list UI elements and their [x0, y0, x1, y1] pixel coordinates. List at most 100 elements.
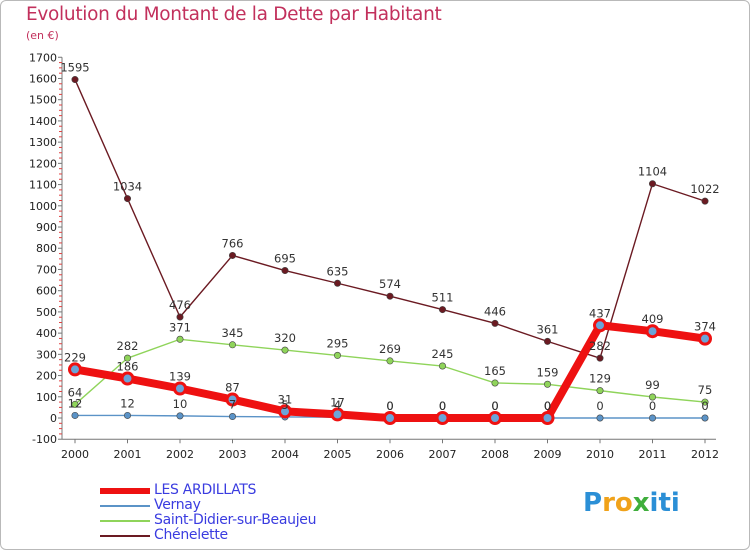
chart-title: Evolution du Montant de la Dette par Hab… [26, 4, 442, 25]
data-point-vernay [596, 414, 604, 422]
data-point-saint-didier-sur-beaujeu [648, 393, 656, 401]
data-point-les-ardillats [488, 411, 502, 425]
data-label-saint-didier-sur-beaujeu: 129 [589, 372, 611, 386]
x-tick-label: 2012 [691, 448, 719, 461]
legend-label-chenelette: Chénelette [154, 527, 228, 543]
y-tick-label: 1500 [29, 94, 57, 107]
data-point-ch-nelette [333, 279, 341, 287]
data-point-ch-nelette [71, 76, 79, 84]
data-label-ch-nelette: 695 [274, 252, 296, 266]
x-tick-label: 2007 [429, 448, 457, 461]
data-point-saint-didier-sur-beaujeu [491, 379, 499, 387]
logo-letter: P [583, 488, 603, 518]
data-label-saint-didier-sur-beaujeu: 64 [68, 385, 83, 399]
y-tick-label: 600 [36, 285, 57, 298]
data-label-vernay: 4 [334, 398, 341, 412]
y-tick-label: 0 [50, 412, 57, 425]
data-point-les-ardillats [645, 324, 660, 339]
data-label-saint-didier-sur-beaujeu: 159 [537, 365, 559, 379]
data-label-ch-nelette: 635 [327, 264, 349, 278]
data-label-les-ardillats: 0 [386, 399, 393, 413]
data-label-vernay: 12 [120, 396, 135, 410]
data-point-saint-didier-sur-beaujeu [701, 398, 709, 406]
data-point-les-ardillats [435, 411, 450, 425]
data-label-saint-didier-sur-beaujeu: 245 [432, 347, 454, 361]
data-label-vernay: 7 [229, 398, 236, 412]
data-point-vernay [229, 413, 237, 421]
data-point-saint-didier-sur-beaujeu [281, 346, 289, 354]
data-point-vernay [71, 411, 79, 419]
y-tick-label: 300 [36, 348, 57, 361]
data-point-ch-nelette [438, 306, 446, 314]
x-tick-label: 2009 [534, 448, 562, 461]
data-point-saint-didier-sur-beaujeu [124, 354, 132, 362]
data-label-saint-didier-sur-beaujeu: 295 [327, 336, 349, 350]
data-point-les-ardillats [68, 362, 82, 377]
legend-label-vernay: Vernay [154, 497, 201, 513]
series-layer [68, 76, 712, 425]
data-point-vernay [124, 411, 132, 419]
logo-letter: x [632, 488, 650, 518]
y-tick-label: 1400 [29, 115, 57, 128]
data-label-saint-didier-sur-beaujeu: 269 [379, 342, 401, 356]
y-tick-label: -100 [32, 433, 57, 446]
data-point-les-ardillats [225, 392, 240, 407]
data-label-les-ardillats: 0 [439, 399, 446, 413]
data-label-ch-nelette: 1595 [60, 61, 89, 75]
x-tick-label: 2001 [114, 448, 142, 461]
data-label-les-ardillats: 229 [64, 350, 86, 364]
logo-letter: i [670, 488, 680, 518]
logo-letter: t [658, 488, 671, 518]
data-label-vernay: 0 [596, 399, 603, 413]
data-label-les-ardillats: 139 [169, 370, 191, 384]
y-tick-label: 1100 [29, 179, 57, 192]
data-point-les-ardillats [593, 318, 607, 333]
y-tick-label: 100 [36, 391, 57, 404]
data-point-vernay [701, 414, 709, 422]
data-label-les-ardillats: 31 [278, 392, 293, 406]
data-point-ch-nelette [543, 337, 551, 345]
data-point-les-ardillats [698, 331, 712, 346]
y-tick-label: 200 [36, 370, 57, 383]
data-label-vernay: 0 [544, 399, 551, 413]
x-tick-label: 2000 [61, 448, 89, 461]
y-tick-label: 1600 [29, 72, 57, 85]
x-tick-label: 2011 [639, 448, 667, 461]
y-tick-label: 1200 [29, 157, 57, 170]
data-label-les-ardillats: 186 [117, 360, 139, 374]
data-point-saint-didier-sur-beaujeu [176, 335, 184, 343]
data-label-les-ardillats: 437 [589, 306, 611, 320]
logo-letter: r [602, 488, 615, 518]
logo-letter: o [614, 488, 633, 518]
data-label-les-ardillats: 374 [694, 320, 716, 334]
y-tick-label: 800 [36, 242, 57, 255]
x-tick-label: 2005 [324, 448, 352, 461]
data-label-vernay: 12 [68, 396, 83, 410]
data-point-saint-didier-sur-beaujeu [386, 357, 394, 365]
y-tick-label: 1000 [29, 200, 57, 213]
data-label-ch-nelette: 574 [379, 277, 401, 291]
data-label-vernay: 0 [649, 399, 656, 413]
data-label-ch-nelette: 1034 [113, 180, 142, 194]
data-label-vernay: 0 [701, 399, 708, 413]
data-label-vernay: 10 [173, 397, 188, 411]
legend-swatch-chenelette [100, 535, 150, 537]
data-label-ch-nelette: 1022 [690, 182, 719, 196]
y-tick-label: 1700 [29, 51, 57, 64]
data-label-ch-nelette: 511 [432, 291, 454, 305]
data-point-ch-nelette [281, 267, 289, 275]
data-point-les-ardillats [330, 407, 345, 422]
data-label-les-ardillats: 409 [642, 312, 664, 326]
data-label-saint-didier-sur-beaujeu: 282 [117, 339, 139, 353]
legend-swatch-saint-didier [100, 520, 150, 522]
data-point-les-ardillats [540, 411, 555, 425]
data-point-ch-nelette [386, 292, 394, 300]
data-labels: 1595103447676669563557451144636128211041… [60, 61, 719, 413]
data-point-saint-didier-sur-beaujeu [596, 387, 604, 395]
data-label-ch-nelette: 446 [484, 304, 506, 318]
y-tick-label: 900 [36, 221, 57, 234]
x-tick-label: 2002 [166, 448, 194, 461]
legend-swatch-vernay [100, 505, 150, 507]
legend-label-les-ardillats: LES ARDILLATS [154, 482, 257, 498]
data-label-vernay: 5 [281, 398, 288, 412]
